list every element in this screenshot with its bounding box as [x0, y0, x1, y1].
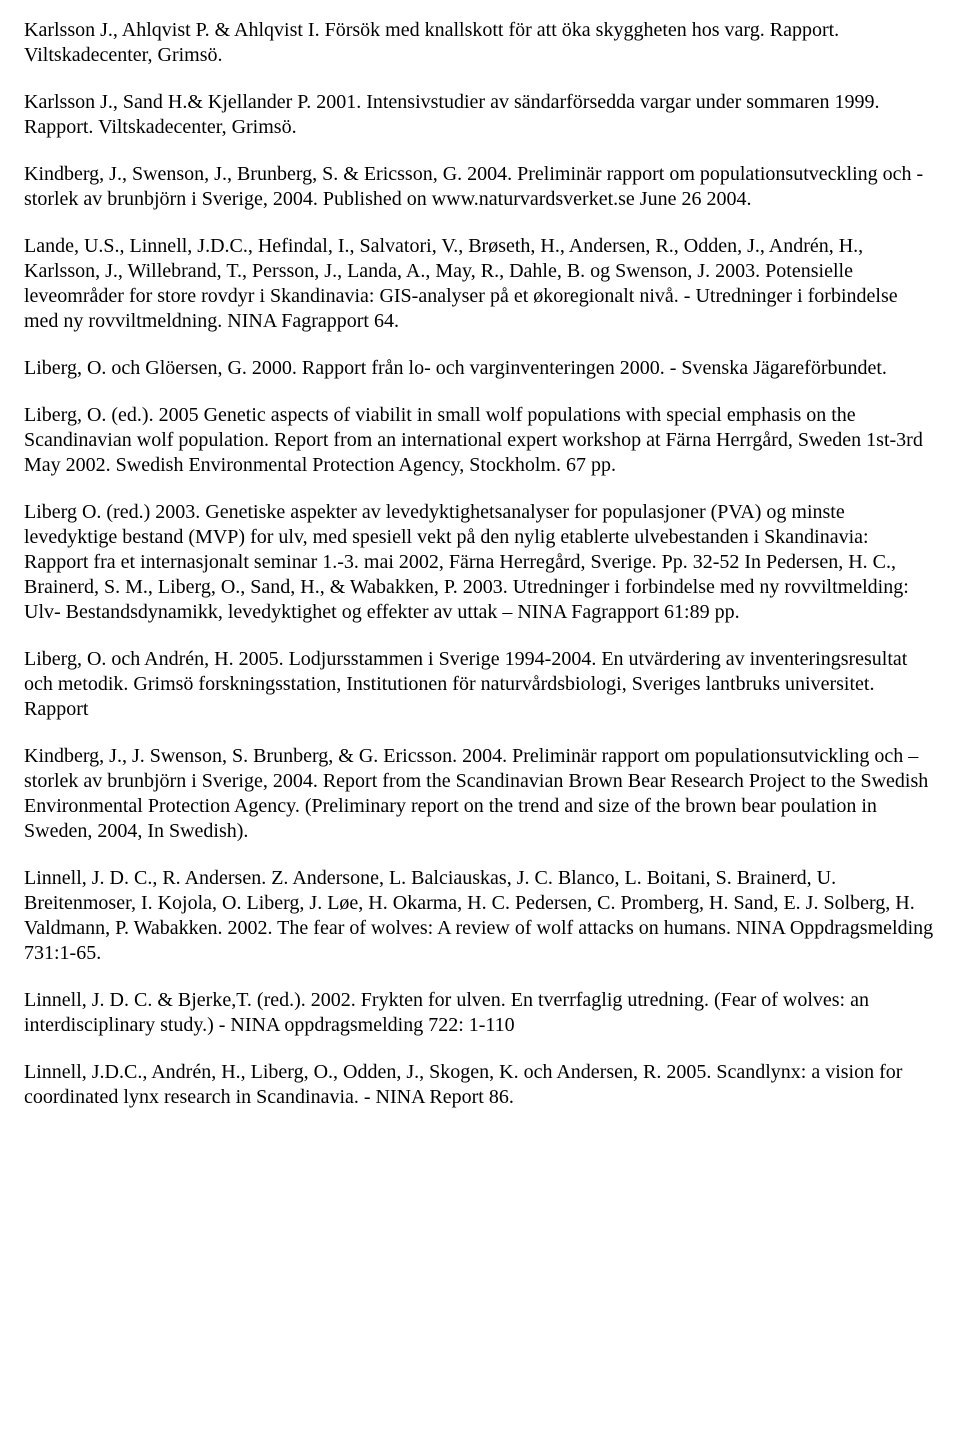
reference-item: Kindberg, J., J. Swenson, S. Brunberg, &… — [24, 744, 936, 844]
reference-item: Kindberg, J., Swenson, J., Brunberg, S. … — [24, 162, 936, 212]
reference-item: Linnell, J. D. C. & Bjerke,T. (red.). 20… — [24, 988, 936, 1038]
reference-item: Linnell, J.D.C., Andrén, H., Liberg, O.,… — [24, 1060, 936, 1110]
reference-item: Lande, U.S., Linnell, J.D.C., Hefindal, … — [24, 234, 936, 334]
reference-item: Liberg O. (red.) 2003. Genetiske aspekte… — [24, 500, 936, 625]
reference-item: Liberg, O. och Glöersen, G. 2000. Rappor… — [24, 356, 936, 381]
reference-item: Linnell, J. D. C., R. Andersen. Z. Ander… — [24, 866, 936, 966]
reference-item: Liberg, O. och Andrén, H. 2005. Lodjurss… — [24, 647, 936, 722]
reference-item: Karlsson J., Ahlqvist P. & Ahlqvist I. F… — [24, 18, 936, 68]
reference-item: Karlsson J., Sand H.& Kjellander P. 2001… — [24, 90, 936, 140]
reference-item: Liberg, O. (ed.). 2005 Genetic aspects o… — [24, 403, 936, 478]
